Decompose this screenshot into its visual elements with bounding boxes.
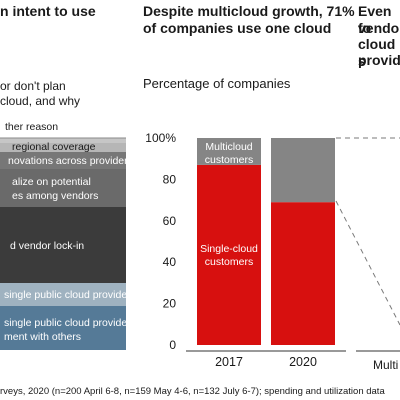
bar-2017-multicloud	[197, 138, 261, 165]
left-segment-single-provider	[0, 283, 126, 306]
left-segment-label-single-provider: single public cloud provider	[4, 289, 131, 301]
mid-title-2: of companies use one cloud	[143, 20, 332, 36]
right-bottom-label: Multi	[373, 358, 399, 372]
footnote: rveys, 2020 (n=200 April 6-8, n=159 May …	[0, 386, 385, 397]
mid-title-1: Despite multicloud growth, 71%	[143, 3, 355, 19]
left-segment-label-agreement-2: ment with others	[4, 331, 81, 343]
left-panel-title: n intent to use	[0, 3, 96, 19]
series-label-single-cloud-line-2: customers	[205, 256, 253, 268]
left-segment-label-lockin: d vendor lock-in	[10, 240, 84, 252]
y-tick-label-20: 20	[163, 297, 177, 311]
connector-dash-diagonal	[335, 200, 400, 326]
y-axis-label: Percentage of companies	[143, 76, 291, 91]
right-title-2: vendors	[358, 20, 400, 36]
left-segment-lockin	[0, 207, 126, 283]
left-panel-subtitle-2: cloud, and why	[0, 94, 81, 108]
left-segment-label-capitalize-1: alize on potential	[12, 176, 91, 188]
left-segment-other	[0, 138, 126, 143]
y-tick-label-0: 0	[169, 338, 176, 352]
left-segment-innovations	[0, 152, 126, 169]
left-segment-label-innovations: novations across providers	[8, 155, 133, 167]
series-label-multicloud-line-2: customers	[205, 154, 253, 166]
y-tick-label-40: 40	[163, 255, 177, 269]
y-tick-label-60: 60	[163, 214, 177, 228]
y-tick-label-80: 80	[163, 172, 177, 186]
bar-2017-single-cloud	[197, 164, 261, 345]
right-title-1: Even fo	[358, 3, 392, 36]
left-panel-subtitle-1: or don't plan	[0, 79, 66, 93]
y-tick-label-100: 100%	[145, 131, 176, 145]
series-label-multicloud-line-1: Multicloud	[205, 141, 252, 153]
bar-2020-multicloud	[271, 138, 335, 203]
left-segment-label-other: ther reason	[5, 121, 59, 133]
right-title-4: provide	[358, 52, 400, 68]
x-tick-label-2020: 2020	[289, 355, 317, 369]
bar-2020-single-cloud	[271, 202, 335, 345]
right-title-3: cloud s	[358, 36, 396, 69]
left-segment-capitalize	[0, 169, 126, 207]
left-segment-label-agreement-1: single public cloud provider	[4, 317, 131, 329]
x-tick-label-2017: 2017	[215, 355, 243, 369]
series-label-single-cloud-line-1: Single-cloud	[200, 243, 258, 255]
left-segment-label-regional: regional coverage	[12, 141, 96, 153]
left-stacked-bar	[0, 137, 126, 350]
left-segment-label-capitalize-2: es among vendors	[12, 190, 98, 202]
left-segment-regional	[0, 143, 126, 152]
left-segment-single-agreement	[0, 306, 126, 350]
